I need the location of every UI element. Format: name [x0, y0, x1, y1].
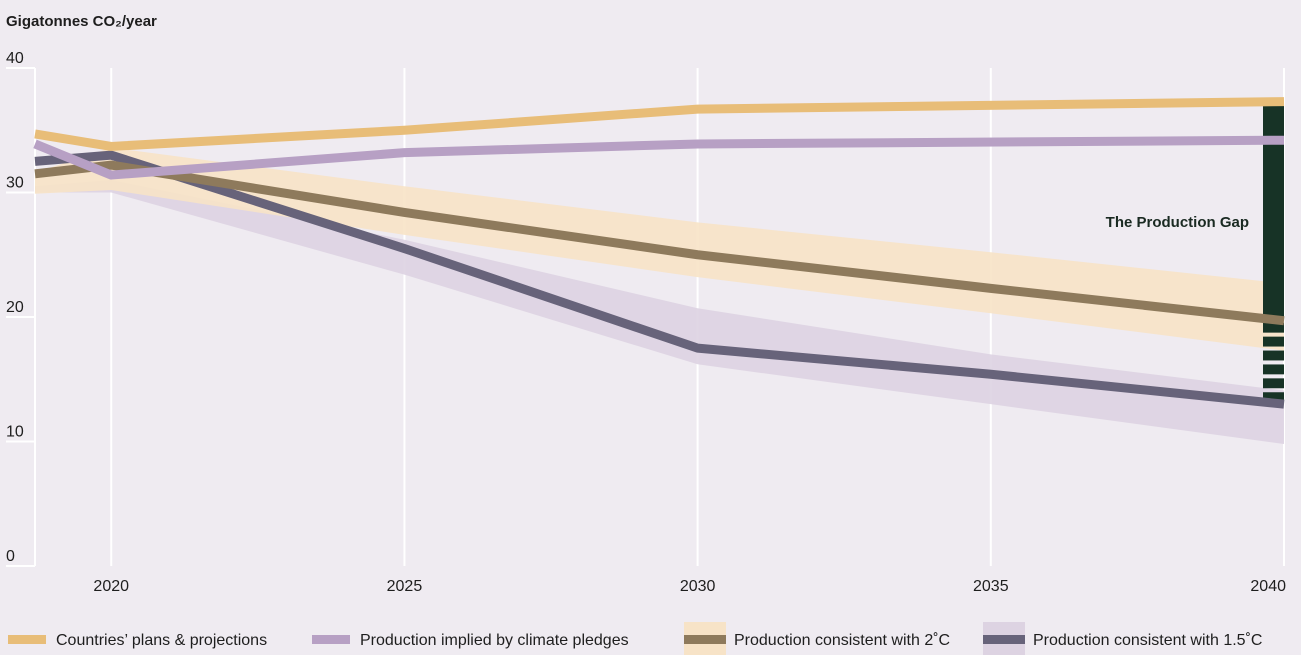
y-tick-label-30: 30: [6, 175, 24, 192]
gap-dash-segment: [1263, 364, 1284, 375]
y-tick-label-40: 40: [6, 50, 24, 67]
legend-swatch-3: [983, 635, 1025, 644]
gap-dash-segment: [1263, 336, 1284, 347]
y-tick-label-0: 0: [6, 548, 15, 565]
gap-dash-segment: [1263, 350, 1284, 361]
legend-label-2: Production consistent with 2˚C: [734, 632, 950, 649]
x-tick-label-2040: 2040: [1250, 578, 1286, 595]
series-lines: [33, 97, 1285, 409]
legend-label-0: Countries’ plans & projections: [56, 632, 267, 649]
y-tick-labels: 0 10 20 30 40: [6, 50, 35, 567]
series-line-0: [34, 97, 1285, 151]
production-gap-label: The Production Gap: [1106, 214, 1249, 231]
x-tick-label-2035: 2035: [973, 578, 1009, 595]
y-tick-label-10: 10: [6, 424, 24, 441]
legend-swatch-1: [312, 635, 350, 644]
x-tick-label-2025: 2025: [387, 578, 423, 595]
gap-dash-segment: [1263, 322, 1284, 333]
legend: Countries’ plans & projections Production…: [8, 622, 1262, 655]
legend-swatch-0: [8, 635, 46, 644]
gap-solid-segment: [1263, 101, 1284, 321]
y-axis-title: Gigatonnes CO₂/year: [6, 13, 157, 30]
legend-swatch-2: [684, 635, 726, 644]
band-1: [35, 180, 1284, 444]
x-tick-labels: 2020 2025 2030 2035 2040: [93, 578, 1286, 595]
gap-dash-segment: [1263, 378, 1284, 389]
legend-label-3: Production consistent with 1.5˚C: [1033, 632, 1262, 649]
series-line-1: [33, 135, 1285, 180]
legend-label-1: Production implied by climate pledges: [360, 632, 629, 649]
x-tick-label-2030: 2030: [680, 578, 716, 595]
x-tick-label-2020: 2020: [93, 578, 129, 595]
gap-dash-segment: [1263, 392, 1284, 403]
y-tick-label-20: 20: [6, 299, 24, 316]
series-line-3: [34, 150, 1285, 409]
production-gap-bar: [1263, 101, 1284, 403]
